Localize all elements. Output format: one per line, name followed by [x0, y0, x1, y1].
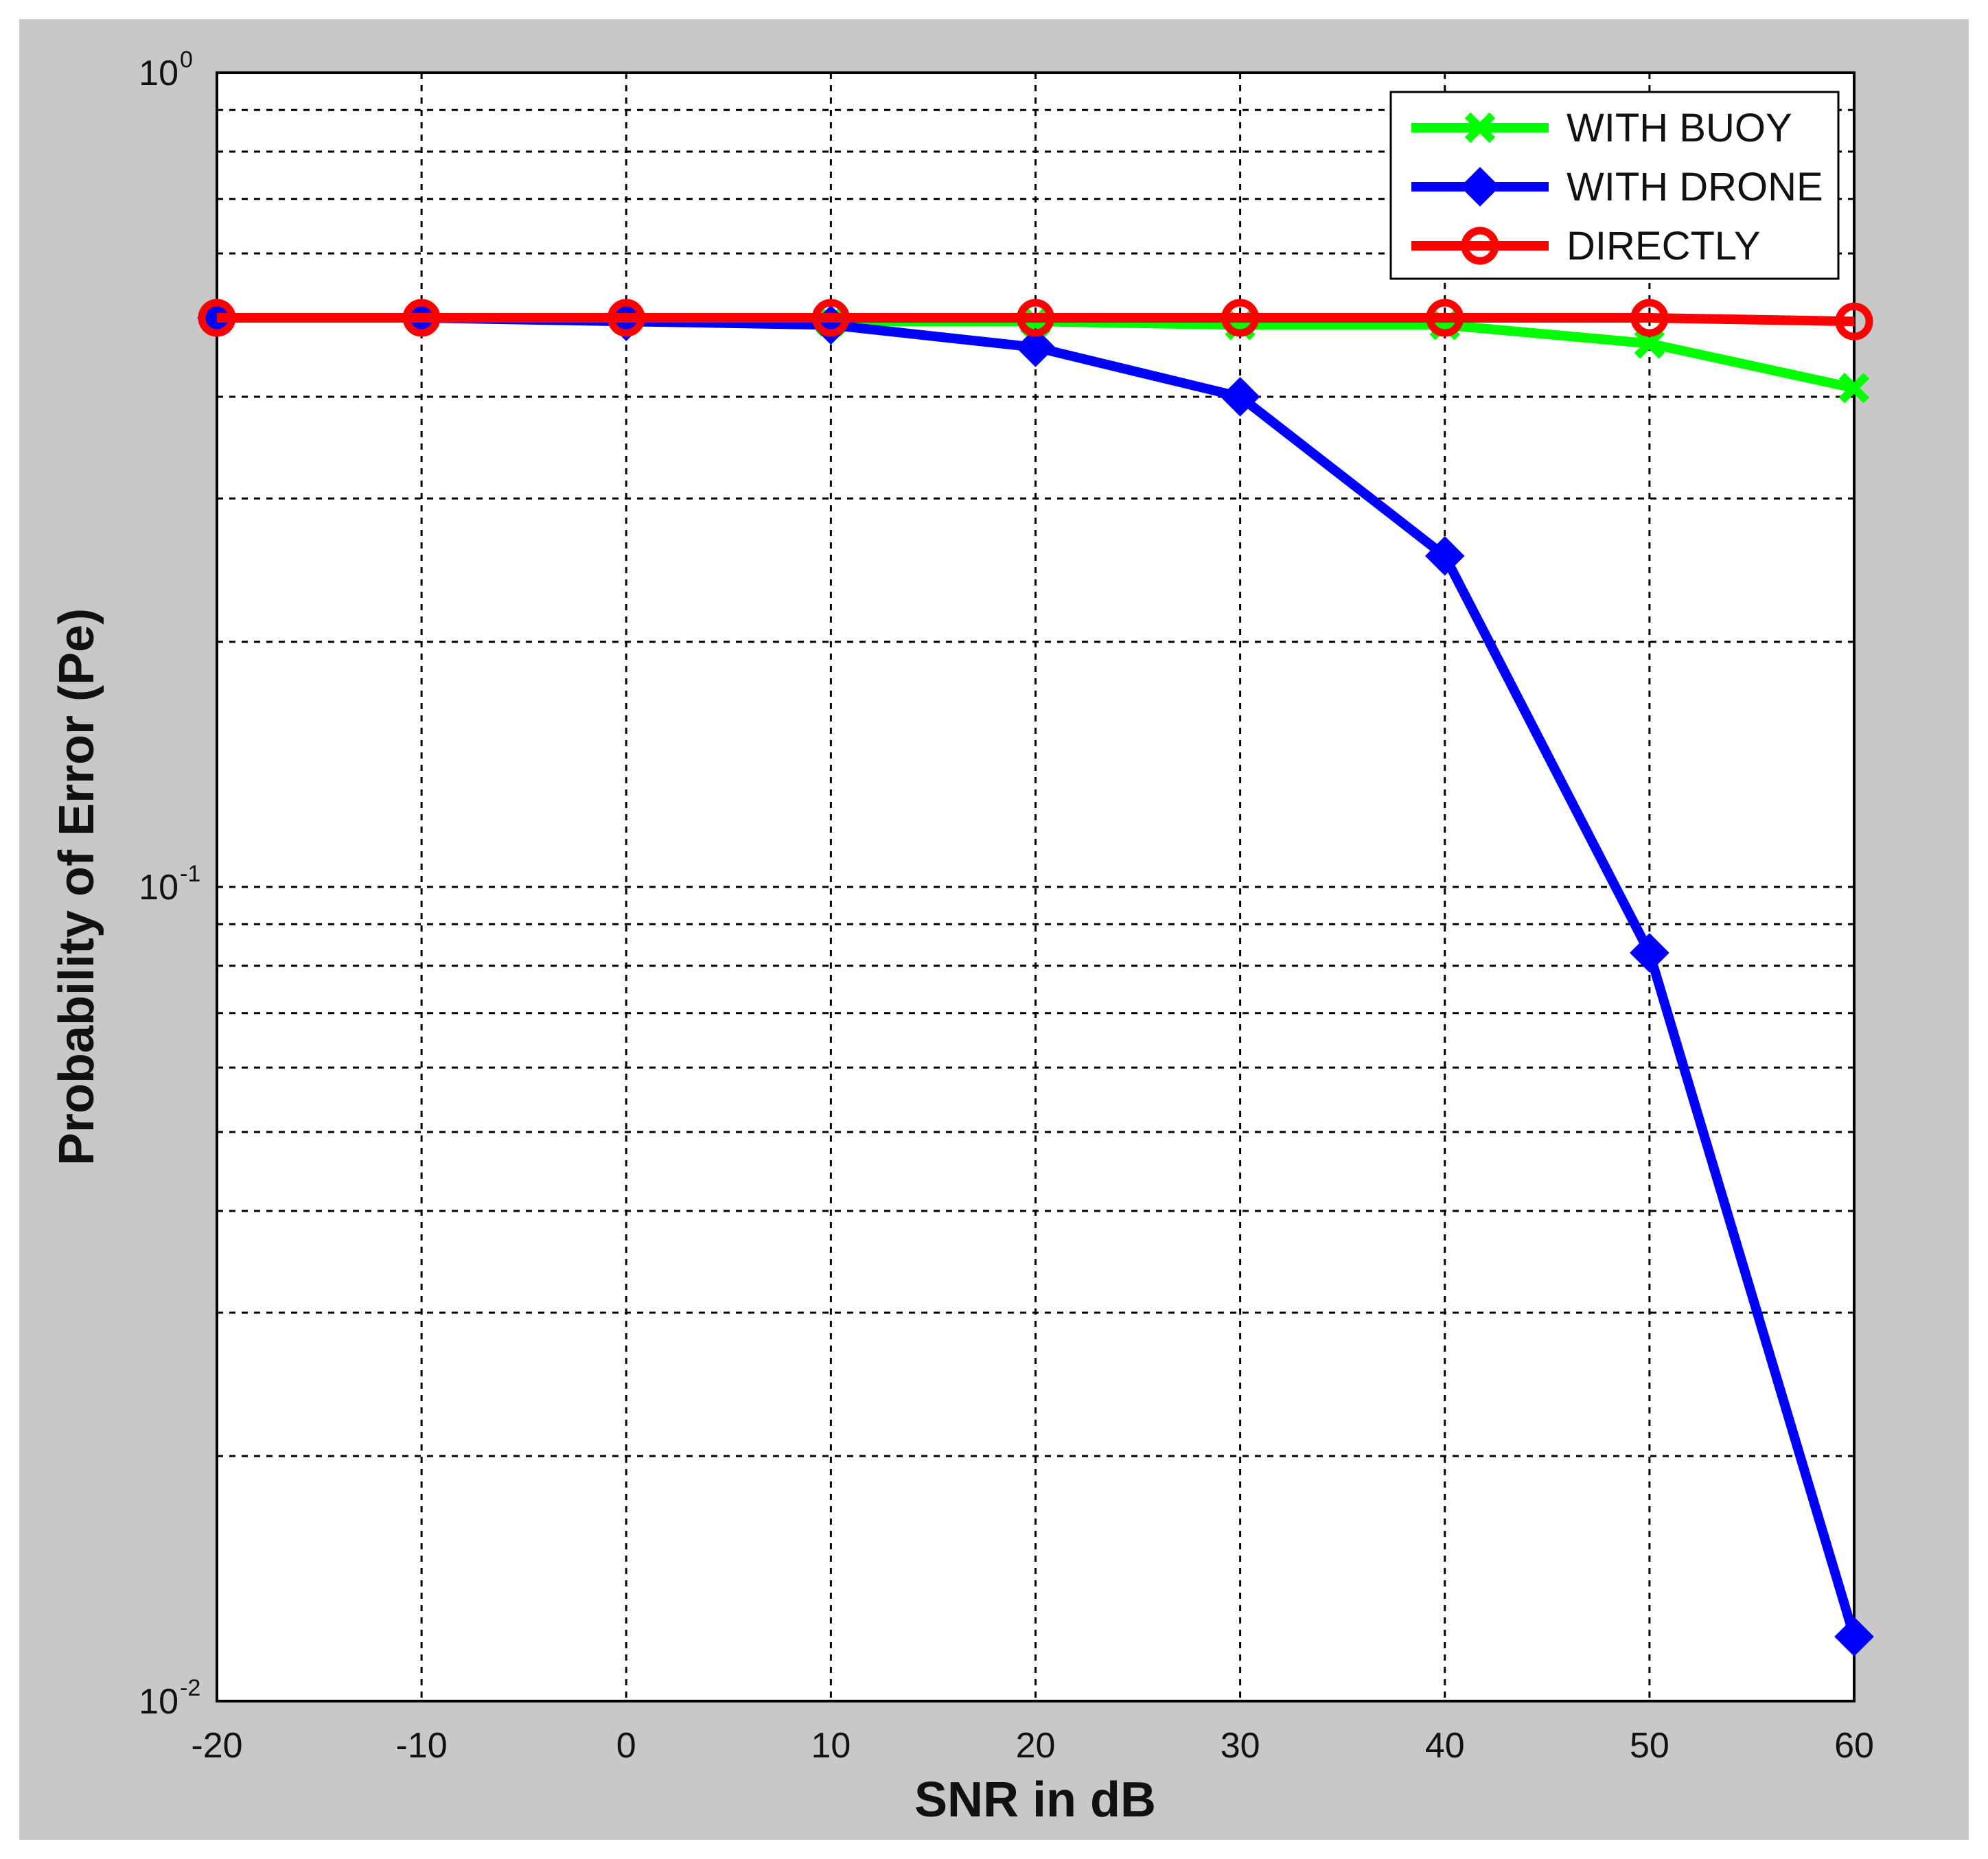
y-tick-label: 10 -1 — [139, 861, 200, 908]
data-point — [1835, 302, 1873, 340]
legend-marker — [1460, 167, 1500, 207]
legend-marker — [1461, 227, 1499, 265]
data-point — [402, 299, 441, 337]
data-point — [607, 299, 645, 337]
x-tick-label: 30 — [1221, 1726, 1260, 1766]
y-tick-base: 10 — [139, 1682, 178, 1722]
data-point — [1630, 299, 1669, 337]
y-tick-label: 10 0 — [139, 47, 193, 93]
x-tick-label: 60 — [1834, 1726, 1874, 1766]
legend-entry: WITH BUOY — [1411, 106, 1792, 150]
figure-background: -20 -10 0 10 20 30 40 50 60 10 0 10 -1 10 -2 SNR in d… — [19, 19, 1969, 1840]
data-point — [1015, 327, 1056, 367]
x-tick-label: 50 — [1630, 1726, 1669, 1766]
grid — [217, 73, 1854, 1701]
data-point — [1838, 372, 1870, 404]
legend-entry: DIRECTLY — [1411, 224, 1761, 268]
legend-label: WITH BUOY — [1567, 106, 1792, 150]
x-axis-ticks: -20 -10 0 10 20 30 40 50 60 — [191, 1726, 1874, 1766]
x-tick-label: 0 — [616, 1726, 636, 1766]
y-axis-title: Probability of Error (Pe) — [49, 608, 104, 1166]
x-tick-label: 20 — [1016, 1726, 1056, 1766]
x-tick-label: 40 — [1425, 1726, 1465, 1766]
data-point — [1221, 299, 1260, 337]
series-line — [217, 313, 1855, 327]
series — [197, 298, 1874, 1656]
y-tick-exponent: 0 — [180, 47, 193, 73]
y-tick-base: 10 — [139, 868, 178, 908]
x-axis-title: SNR in dB — [914, 1773, 1156, 1827]
y-tick-exponent: -2 — [180, 1675, 200, 1701]
y-tick-base: 10 — [139, 54, 178, 93]
data-point — [198, 299, 236, 337]
legend-marker — [1464, 112, 1496, 143]
data-point — [1220, 377, 1260, 417]
data-point — [1630, 933, 1669, 973]
data-point — [1017, 299, 1054, 337]
y-tick-label: 10 -2 — [139, 1675, 200, 1722]
plot-frame — [216, 71, 1856, 1702]
data-point — [1834, 1617, 1874, 1656]
series-directly — [198, 299, 1873, 340]
x-tick-label: 10 — [811, 1726, 851, 1766]
data-point — [1424, 536, 1465, 576]
data-point — [1426, 299, 1464, 337]
legend-entry: WITH DRONE — [1411, 165, 1823, 209]
y-tick-exponent: -1 — [180, 861, 200, 887]
data-point — [1634, 328, 1665, 359]
x-tick-label: -10 — [396, 1726, 448, 1766]
data-point — [811, 299, 850, 337]
legend-label: WITH DRONE — [1567, 165, 1823, 209]
legend: WITH BUOY WITH DRONE DIRECTLY — [1389, 91, 1840, 280]
x-tick-label: -20 — [191, 1726, 242, 1766]
legend-label: DIRECTLY — [1567, 224, 1761, 268]
